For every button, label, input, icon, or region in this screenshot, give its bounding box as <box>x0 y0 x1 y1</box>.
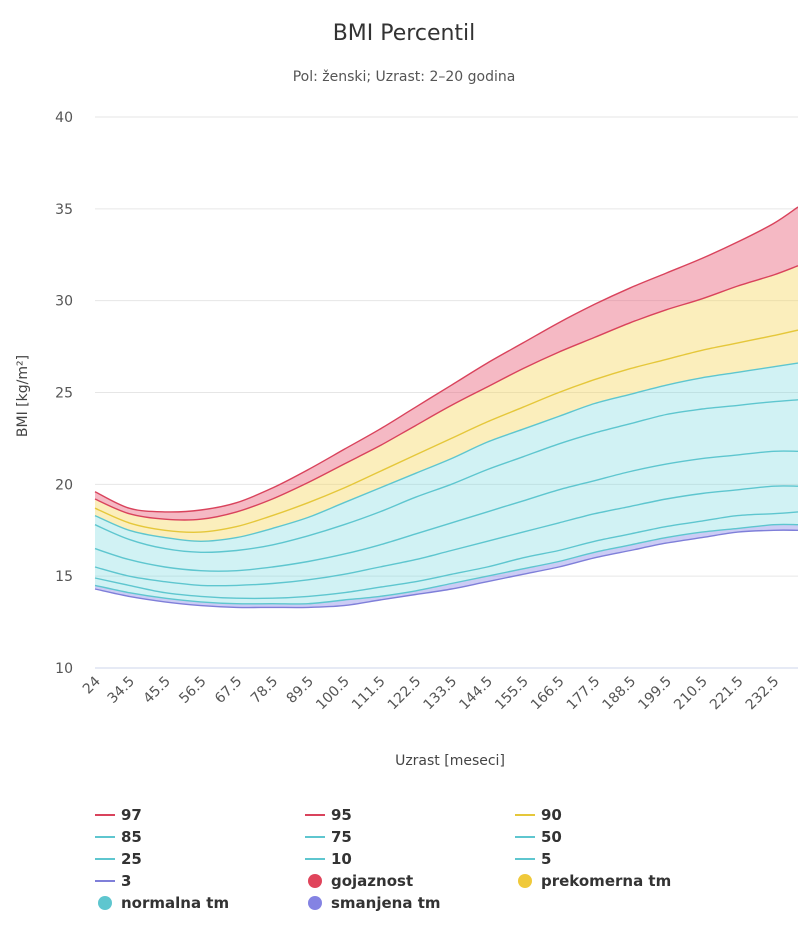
x-tick-label: 199.5 <box>635 674 675 714</box>
legend-label: 3 <box>121 871 132 890</box>
y-tick-label: 25 <box>55 386 73 402</box>
y-tick-label: 35 <box>55 202 73 218</box>
percentile-line-50 <box>94 450 798 572</box>
percentile-line-90 <box>94 329 798 533</box>
x-tick-label: 122.5 <box>385 674 425 714</box>
legend-label: 95 <box>331 805 352 824</box>
legend-item[interactable]: 5 <box>515 848 785 869</box>
grid-lines <box>95 116 798 669</box>
legend-line-symbol <box>95 830 115 844</box>
x-tick-label: 111.5 <box>349 674 389 714</box>
x-tick-label: 24 <box>80 673 104 697</box>
legend-label: normalna tm <box>121 893 230 912</box>
legend-item[interactable]: smanjena tm <box>305 892 515 913</box>
legend-dot-symbol <box>95 895 115 910</box>
legend-label: smanjena tm <box>331 893 441 912</box>
legend-item[interactable]: 50 <box>515 826 785 847</box>
chart-title: BMI Percentil <box>333 21 476 46</box>
percentile-line-85 <box>94 362 798 543</box>
legend-label: 75 <box>331 827 352 846</box>
legend-label: gojaznost <box>331 871 414 890</box>
legend-item[interactable]: prekomerna tm <box>515 870 785 891</box>
legend-item[interactable]: gojaznost <box>305 870 515 891</box>
legend-dot-symbol <box>305 873 325 888</box>
legend-item[interactable]: 75 <box>305 826 515 847</box>
legend-label: 97 <box>121 805 142 824</box>
x-tick-label: 210.5 <box>671 674 711 714</box>
legend-label: 85 <box>121 827 142 846</box>
percentile-line-75 <box>94 399 798 554</box>
percentile-line-97 <box>94 206 798 513</box>
y-axis-ticks: 10 15 20 25 30 35 40 <box>55 110 73 677</box>
chart-subtitle: Pol: ženski; Uzrast: 2–20 godina <box>293 69 516 85</box>
legend-label: 50 <box>541 827 562 846</box>
x-tick-label: 188.5 <box>600 674 640 714</box>
legend-line-symbol <box>515 830 535 844</box>
x-tick-label: 166.5 <box>528 674 568 714</box>
x-tick-label: 100.5 <box>313 674 353 714</box>
legend-item[interactable]: 95 <box>305 804 515 825</box>
y-tick-label: 30 <box>55 294 73 310</box>
band-normalna-tm <box>95 363 798 604</box>
legend-dot-symbol <box>515 873 535 888</box>
x-tick-label: 144.5 <box>456 674 496 714</box>
legend-line-symbol <box>305 852 325 866</box>
percentile-line-5 <box>94 523 798 605</box>
legend-label: prekomerna tm <box>541 871 672 890</box>
legend-item[interactable]: 10 <box>305 848 515 869</box>
x-tick-label: 45.5 <box>140 674 173 707</box>
x-tick-label: 232.5 <box>743 674 783 714</box>
legend-item[interactable]: 3 <box>95 870 305 891</box>
legend-label: 25 <box>121 849 142 868</box>
x-tick-label: 155.5 <box>492 674 532 714</box>
x-axis-ticks: 24 34.5 45.5 56.5 67.5 78.5 89.5100.5111.5122.… <box>80 673 783 713</box>
x-tick-label: 133.5 <box>421 674 461 714</box>
legend-label: 10 <box>331 849 352 868</box>
band-prekomerna-tm <box>95 265 798 542</box>
legend-item[interactable]: 25 <box>95 848 305 869</box>
legend-item[interactable]: 85 <box>95 826 305 847</box>
legend-line-symbol <box>515 808 535 822</box>
y-tick-label: 40 <box>55 110 73 126</box>
chart-legend: 97 95 90 85 75 50 25 10 5 3 gojaznost prekomerna tm… <box>95 804 785 913</box>
x-tick-label: 78.5 <box>248 674 281 707</box>
y-tick-label: 20 <box>55 477 73 493</box>
x-tick-label: 177.5 <box>564 674 604 714</box>
y-tick-label: 10 <box>55 661 73 677</box>
x-tick-label: 56.5 <box>176 674 209 707</box>
y-axis-title: BMI [kg/m²] <box>15 355 31 437</box>
percentile-line-95 <box>94 265 798 521</box>
legend-item[interactable]: 90 <box>515 804 785 825</box>
legend-dot-symbol <box>305 895 325 910</box>
x-tick-label: 34.5 <box>105 674 138 707</box>
legend-line-symbol <box>95 852 115 866</box>
legend-line-symbol <box>95 874 115 888</box>
x-tick-label: 221.5 <box>707 674 747 714</box>
legend-line-symbol <box>95 808 115 822</box>
x-axis-title: Uzrast [meseci] <box>395 753 505 769</box>
legend-item[interactable]: 97 <box>95 804 305 825</box>
percentile-lines <box>94 206 798 609</box>
y-tick-label: 15 <box>55 569 73 585</box>
percentile-line-3 <box>94 529 798 609</box>
x-tick-label: 67.5 <box>212 674 245 707</box>
legend-line-symbol <box>305 808 325 822</box>
percentile-line-10 <box>94 511 798 600</box>
legend-label: 5 <box>541 849 552 868</box>
legend-line-symbol <box>515 852 535 866</box>
legend-label: 90 <box>541 805 562 824</box>
percentile-line-25 <box>94 485 798 587</box>
legend-line-symbol <box>305 830 325 844</box>
legend-item[interactable]: normalna tm <box>95 892 305 913</box>
bmi-chart: BMI Percentil Pol: ženski; Uzrast: 2–20 … <box>15 21 798 769</box>
